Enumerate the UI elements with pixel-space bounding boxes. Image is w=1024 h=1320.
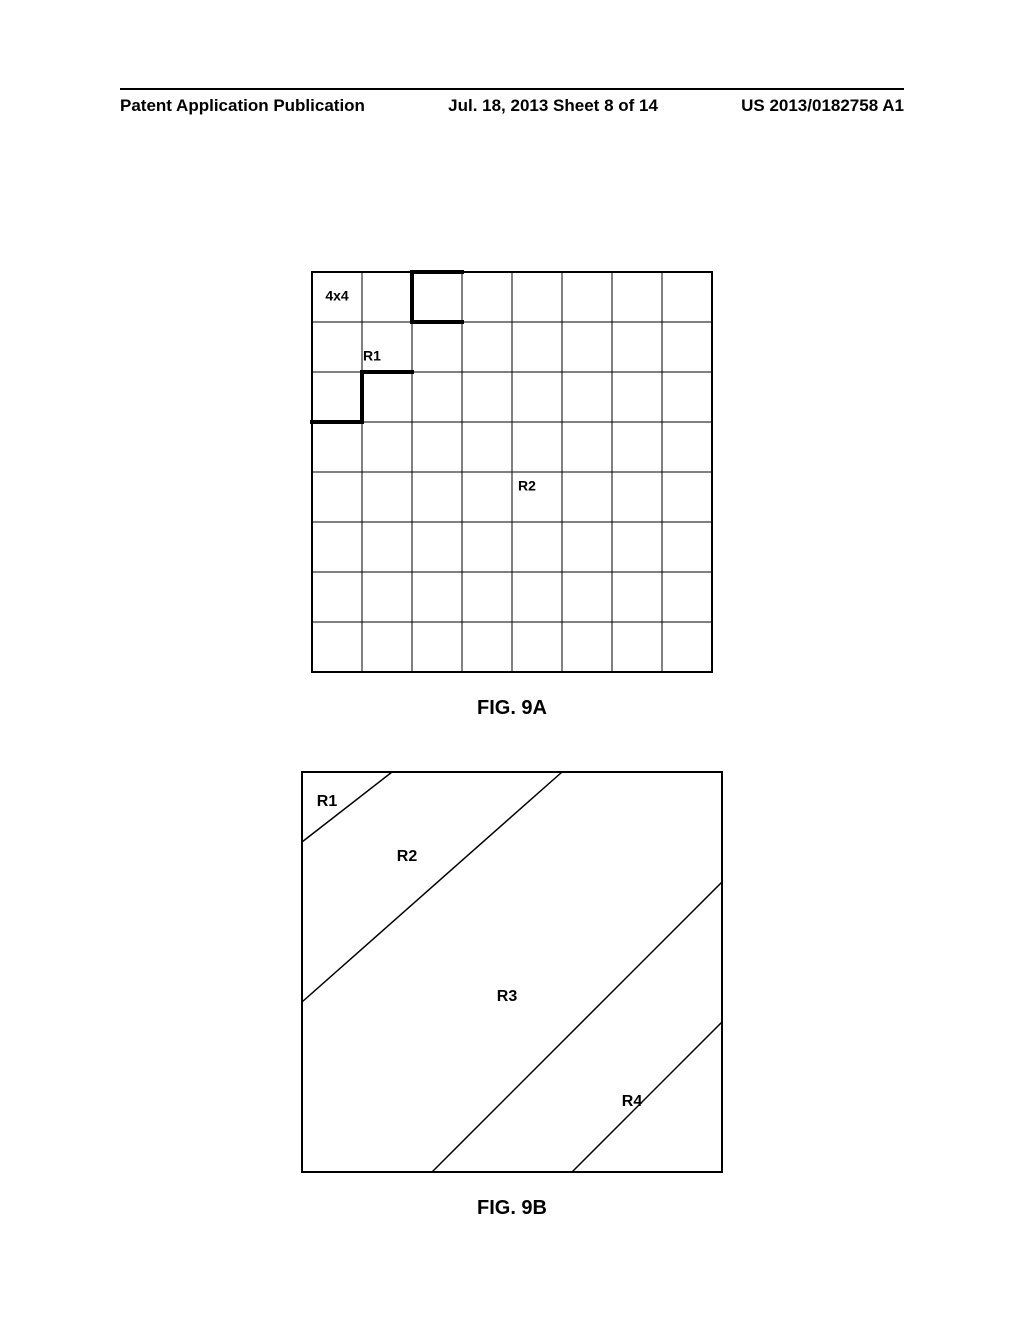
figure-9b: R1 R2 R3 R4 FIG. 9B — [300, 770, 724, 1220]
header-left: Patent Application Publication — [120, 96, 365, 116]
header-rule — [120, 88, 904, 90]
svg-text:R1: R1 — [317, 793, 338, 810]
fig9b-svg: R1 R2 R3 R4 — [300, 770, 724, 1174]
svg-text:R4: R4 — [622, 1093, 643, 1110]
page: Patent Application Publication Jul. 18, … — [0, 0, 1024, 1320]
svg-text:R1: R1 — [363, 348, 381, 364]
fig9a-svg: 4x4 R1 R2 — [310, 270, 714, 674]
svg-text:4x4: 4x4 — [325, 288, 349, 304]
page-header: Patent Application Publication Jul. 18, … — [0, 88, 1024, 116]
svg-text:R2: R2 — [397, 848, 418, 865]
figure-9a: 4x4 R1 R2 FIG. 9A — [310, 270, 714, 720]
fig9b-caption: FIG. 9B — [300, 1197, 724, 1220]
header-center: Jul. 18, 2013 Sheet 8 of 14 — [448, 96, 658, 116]
fig9a-caption: FIG. 9A — [310, 697, 714, 720]
header-right: US 2013/0182758 A1 — [741, 96, 904, 116]
svg-text:R3: R3 — [497, 988, 518, 1005]
header-text-row: Patent Application Publication Jul. 18, … — [120, 96, 904, 116]
svg-text:R2: R2 — [518, 478, 536, 494]
